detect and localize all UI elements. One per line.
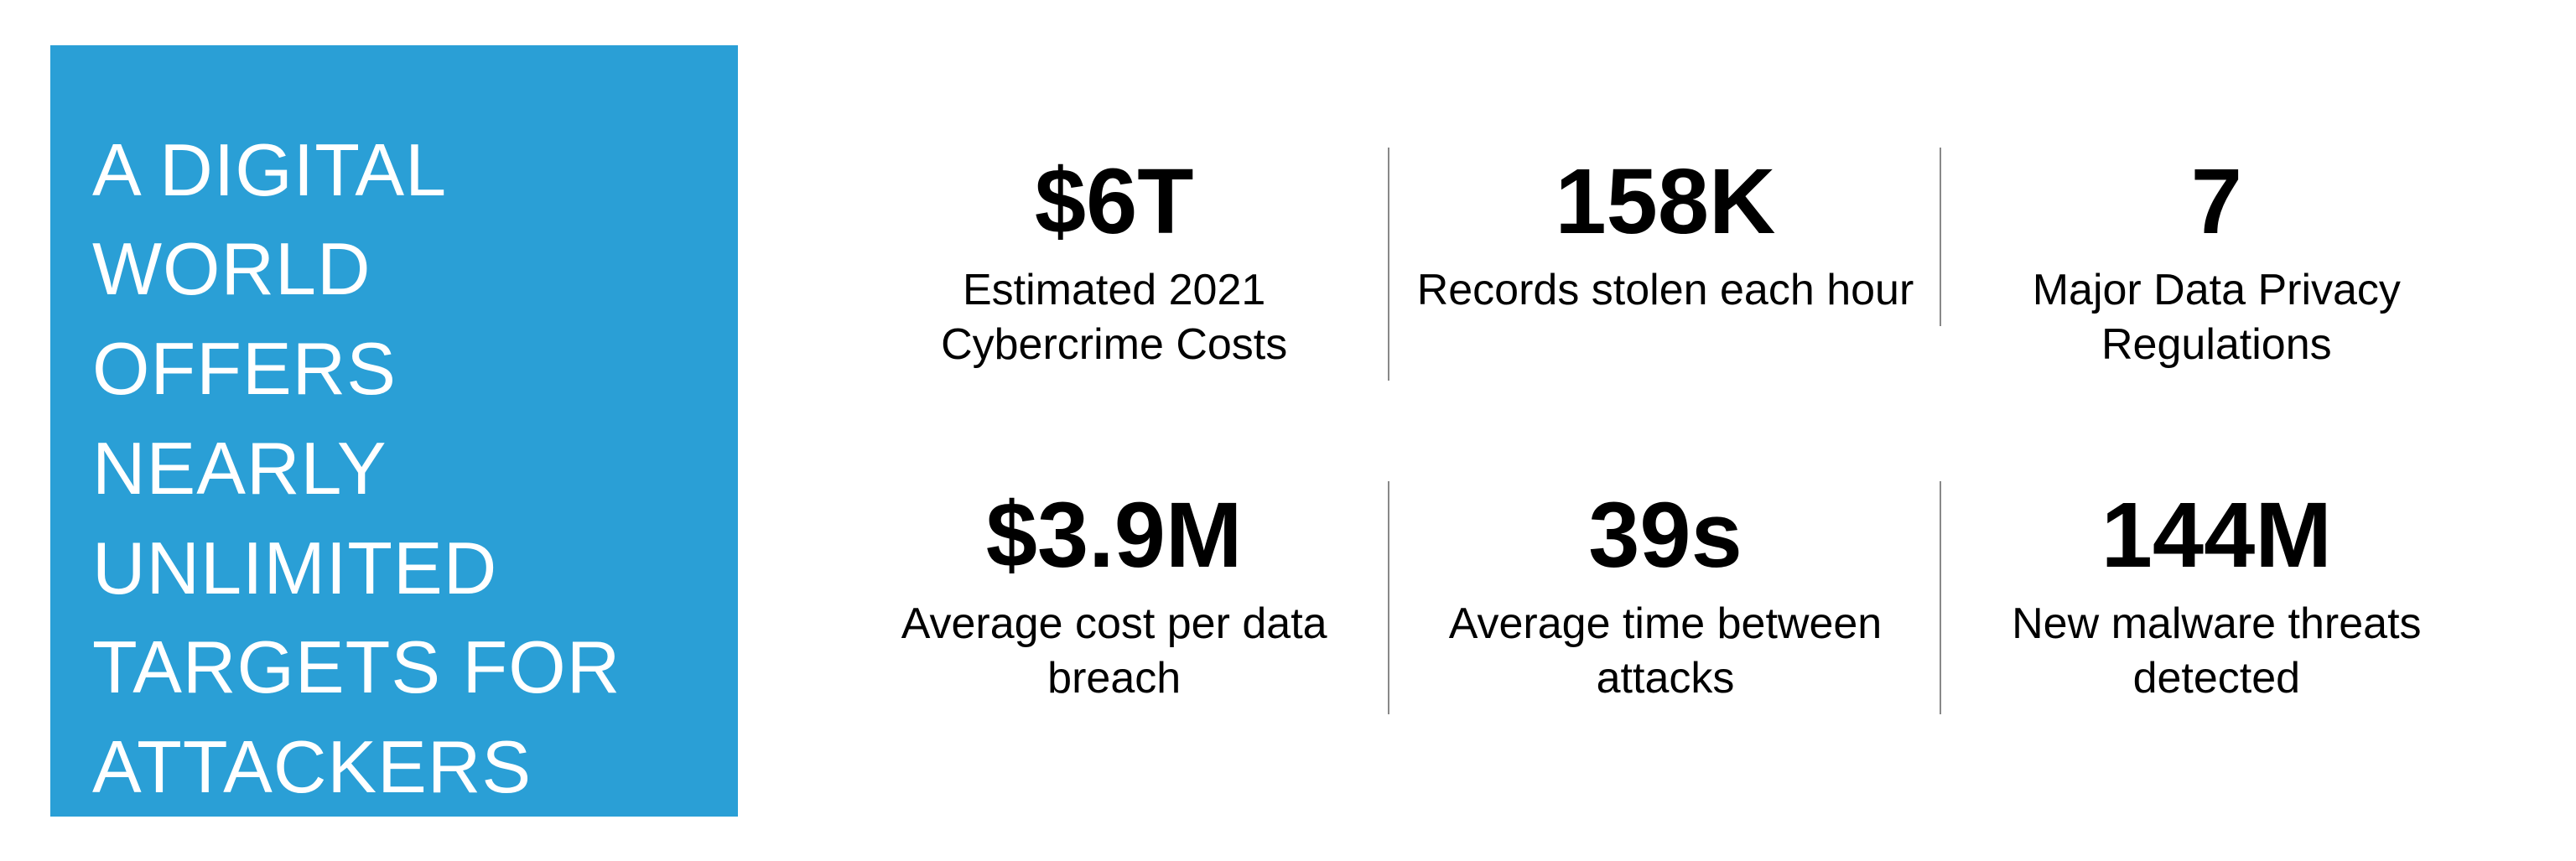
stat-label: Estimated 2021 Cybercrime Costs — [864, 263, 1364, 372]
stat-label: New malware threats detected — [1966, 597, 2467, 706]
title-box: A DIGITAL WORLD OFFERS NEARLY UNLIMITED … — [50, 45, 738, 817]
stat-label: Major Data Privacy Regulations — [1966, 263, 2467, 372]
stat-cybercrime-costs: $6T Estimated 2021 Cybercrime Costs — [839, 156, 1389, 372]
stat-value: 39s — [1415, 490, 1915, 582]
stat-value: $6T — [864, 156, 1364, 248]
stat-value: 144M — [1966, 490, 2467, 582]
stat-malware-threats: 144M New malware threats detected — [1941, 490, 2492, 706]
stat-avg-attack-time: 39s Average time between attacks — [1389, 490, 1940, 706]
stat-value: $3.9M — [864, 490, 1364, 582]
stat-label: Records stolen each hour — [1415, 263, 1915, 318]
title-text: A DIGITAL WORLD OFFERS NEARLY UNLIMITED … — [92, 121, 696, 818]
stats-row-1: $6T Estimated 2021 Cybercrime Costs 158K… — [839, 156, 2492, 372]
stat-value: 7 — [1966, 156, 2467, 248]
stats-container: $6T Estimated 2021 Cybercrime Costs 158K… — [738, 34, 2526, 827]
stat-label: Average cost per data breach — [864, 597, 1364, 706]
stat-records-stolen: 158K Records stolen each hour — [1389, 156, 1940, 318]
stat-value: 158K — [1415, 156, 1915, 248]
stat-privacy-regulations: 7 Major Data Privacy Regulations — [1941, 156, 2492, 372]
stat-avg-breach-cost: $3.9M Average cost per data breach — [839, 490, 1389, 706]
stat-label: Average time between attacks — [1415, 597, 1915, 706]
stats-row-2: $3.9M Average cost per data breach 39s A… — [839, 490, 2492, 706]
